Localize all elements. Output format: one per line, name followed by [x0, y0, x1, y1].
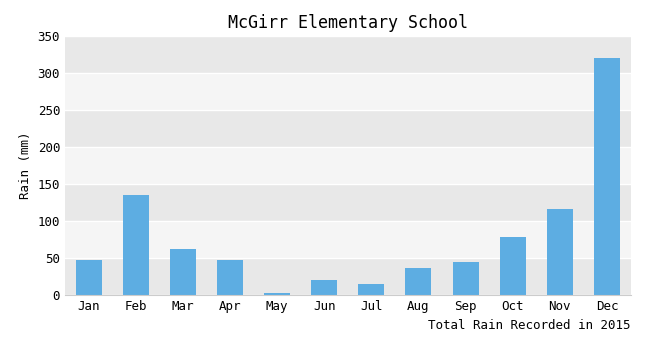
Bar [75, 260, 101, 295]
Bar [65, 110, 630, 147]
Bar [123, 195, 149, 295]
Bar [65, 184, 630, 221]
Bar [500, 237, 526, 295]
Y-axis label: Rain (mm): Rain (mm) [19, 132, 32, 199]
Bar [594, 58, 620, 295]
Bar [406, 268, 432, 295]
Bar [65, 73, 630, 110]
Bar [264, 293, 290, 295]
Bar [547, 208, 573, 295]
Title: McGirr Elementary School: McGirr Elementary School [227, 14, 468, 32]
Bar [65, 258, 630, 295]
X-axis label: Total Rain Recorded in 2015: Total Rain Recorded in 2015 [428, 319, 630, 332]
Bar [217, 260, 243, 295]
Bar [452, 262, 478, 295]
Bar [358, 284, 384, 295]
Bar [65, 147, 630, 184]
Bar [65, 36, 630, 73]
Bar [170, 248, 196, 295]
Bar [311, 280, 337, 295]
Bar [65, 221, 630, 258]
